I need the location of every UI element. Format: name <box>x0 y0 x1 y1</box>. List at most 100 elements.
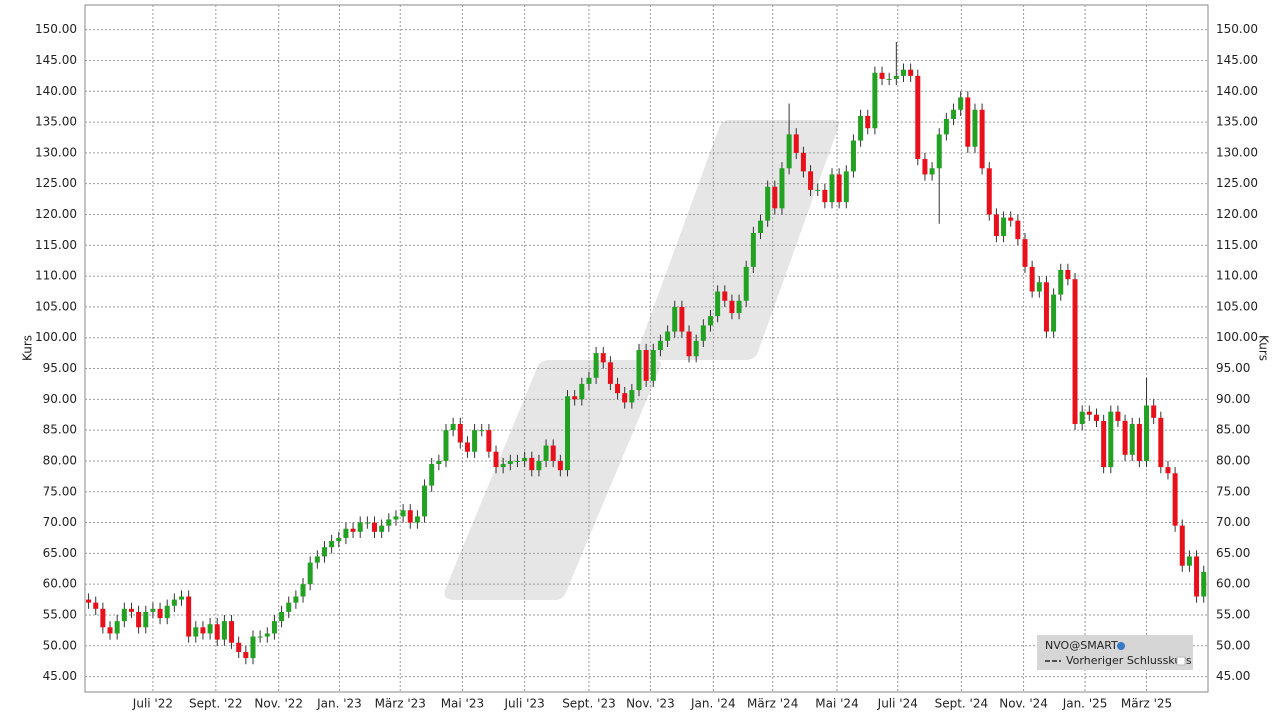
candle-body <box>943 118 949 135</box>
candle-body <box>829 174 835 203</box>
y-tick-label: 125.00 <box>35 176 77 190</box>
candle-body <box>479 430 485 432</box>
candle-body <box>815 189 821 191</box>
candle-body <box>1093 414 1099 421</box>
candle-body <box>128 608 134 612</box>
y2-tick-label: 110.00 <box>1216 269 1258 283</box>
candle-body <box>100 608 106 628</box>
x-tick-label: Juli '23 <box>504 697 545 711</box>
candle-body <box>586 377 592 384</box>
candle-body <box>1151 405 1157 418</box>
candle-body <box>1122 420 1128 455</box>
y2-tick-label: 130.00 <box>1216 145 1258 159</box>
candle-body <box>808 171 814 190</box>
candle-body <box>1179 525 1185 566</box>
legend-entry: Vorheriger Schlusskurs <box>1066 654 1192 667</box>
candle-body <box>114 621 120 634</box>
x-tick-label: Sept. '22 <box>189 697 243 711</box>
candle-body <box>615 383 621 394</box>
candle-body <box>422 485 428 517</box>
candle-body <box>236 642 242 652</box>
candle-body <box>750 232 756 267</box>
watermark <box>444 120 839 600</box>
y-tick-label: 140.00 <box>35 84 77 98</box>
candle-body <box>900 69 906 76</box>
candle-body <box>307 562 313 585</box>
candle-body <box>1079 411 1085 424</box>
legend-icon <box>1117 642 1125 650</box>
candle-body <box>550 445 556 461</box>
x-tick-label: Jan. '25 <box>1062 697 1108 711</box>
candle-body <box>207 624 213 634</box>
candle-body <box>243 651 249 659</box>
candle-body <box>1001 217 1007 237</box>
candle-body <box>157 608 163 619</box>
watermark-upper <box>637 120 839 360</box>
candles <box>86 41 1207 665</box>
candle-body <box>107 627 113 634</box>
candle-body <box>643 350 649 381</box>
candle-body <box>822 189 828 203</box>
candle-body <box>257 636 263 638</box>
y-tick-label: 135.00 <box>35 115 77 129</box>
candle-body <box>600 353 606 363</box>
candle-body <box>700 325 706 341</box>
candle-body <box>171 599 177 606</box>
candle-body <box>572 396 578 400</box>
y2-tick-label: 120.00 <box>1216 207 1258 221</box>
x-tick-label: Nov. '22 <box>254 697 303 711</box>
candle-body <box>536 460 542 471</box>
candle-body <box>965 97 971 147</box>
candle-body <box>758 220 764 233</box>
candle-body <box>407 510 413 523</box>
candle-body <box>186 596 192 637</box>
candle-body <box>793 134 799 153</box>
y2-tick-label: 60.00 <box>1216 577 1250 591</box>
x-tick-label: März '24 <box>747 697 798 711</box>
candle-body <box>657 340 663 351</box>
candle-body <box>436 460 442 465</box>
y-axis-title: Kurs <box>21 335 35 361</box>
y2-tick-label: 50.00 <box>1216 638 1250 652</box>
candle-body <box>250 636 256 659</box>
y2-tick-label: 135.00 <box>1216 115 1258 129</box>
candle-body <box>879 72 885 79</box>
y2-tick-label: 45.00 <box>1216 669 1250 683</box>
candle-body <box>357 522 363 532</box>
candle-body <box>507 460 513 465</box>
x-tick-label: März '25 <box>1121 697 1172 711</box>
candle-body <box>372 522 378 532</box>
y2-tick-label: 105.00 <box>1216 299 1258 313</box>
candle-body <box>150 608 156 612</box>
x-tick-label: März '23 <box>375 697 426 711</box>
candle-body <box>350 528 356 532</box>
y-tick-label: 130.00 <box>35 145 77 159</box>
candle-body <box>579 383 585 400</box>
candle-body <box>1043 282 1049 332</box>
candle-body <box>121 608 127 622</box>
candle-body <box>314 556 320 563</box>
legend-checkbox[interactable] <box>1176 656 1186 666</box>
candle-body <box>650 350 656 381</box>
candle-body <box>143 611 149 628</box>
x-tick-label: Nov. '24 <box>999 697 1048 711</box>
candle-body <box>893 75 899 79</box>
candle-body <box>86 599 92 603</box>
candle-body <box>1108 411 1114 468</box>
candle-body <box>1144 405 1150 461</box>
axis-labels: 45.00 45.00 50.00 50.00 55.00 55.00 60.00 60.00… <box>35 22 1258 710</box>
legend-symbol: NVO@SMART <box>1045 639 1118 652</box>
candle-body <box>707 316 713 326</box>
candle-body <box>986 168 992 215</box>
candle-body <box>1051 294 1057 332</box>
x-tick-label: Mai '24 <box>815 697 858 711</box>
candle-body <box>1115 411 1121 421</box>
y2-tick-label: 65.00 <box>1216 546 1250 560</box>
candle-body <box>214 624 220 640</box>
y2-tick-label: 55.00 <box>1216 607 1250 621</box>
y2-tick-label: 90.00 <box>1216 392 1250 406</box>
candle-body <box>300 584 306 597</box>
candle-body <box>1136 423 1142 461</box>
y-tick-label: 95.00 <box>43 361 77 375</box>
